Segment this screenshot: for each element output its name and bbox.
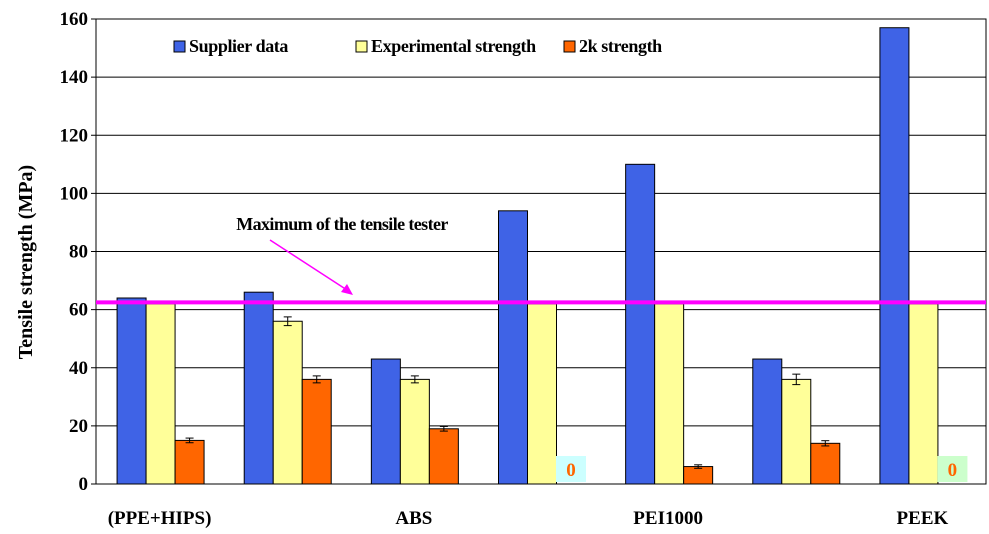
y-tick-label: 100 bbox=[60, 183, 89, 204]
y-tick-label: 0 bbox=[79, 474, 89, 495]
bar-experimental-strength bbox=[527, 303, 557, 485]
bar-supplier-data bbox=[243, 291, 274, 485]
reference-arrow-shaft bbox=[269, 239, 348, 291]
zero-annotation-label: 0 bbox=[566, 460, 576, 481]
bar-2k-strength bbox=[683, 466, 714, 485]
bar-supplier-data bbox=[370, 358, 401, 485]
bar-2k-strength bbox=[301, 378, 332, 485]
bar-2k-strength bbox=[810, 442, 841, 485]
legend-swatch bbox=[563, 40, 576, 53]
zero-annotation-box bbox=[556, 456, 586, 482]
bar-2k-strength bbox=[174, 439, 205, 485]
x-category-label: PEEK bbox=[897, 508, 949, 529]
y-tick-label: 20 bbox=[69, 416, 88, 437]
legend-entry-label: Supplier data bbox=[189, 36, 288, 56]
y-tick-label: 80 bbox=[69, 242, 88, 263]
y-tick-label: 160 bbox=[60, 9, 89, 30]
bar-experimental-strength bbox=[781, 378, 812, 485]
legend-swatch bbox=[355, 40, 368, 53]
bar-2k-strength bbox=[428, 428, 459, 485]
bar-experimental-strength bbox=[399, 378, 430, 485]
legend-entry-label: 2k strength bbox=[579, 36, 662, 56]
y-axis-title: Tensile strength (MPa) bbox=[15, 165, 37, 359]
zero-annotation-label: 0 bbox=[948, 460, 958, 481]
legend: Supplier data Experimental strength 2k str… bbox=[173, 36, 663, 56]
y-tick-label: 140 bbox=[60, 67, 89, 88]
bar-experimental-strength bbox=[272, 320, 303, 485]
reference-line-group: Maximum of the tensile tester bbox=[96, 214, 986, 305]
y-tick-label: 40 bbox=[69, 358, 88, 379]
bar-supplier-data bbox=[116, 297, 147, 485]
bar-supplier-data bbox=[498, 210, 528, 485]
x-category-label: PEI1000 bbox=[633, 508, 703, 529]
reference-arrow-head bbox=[341, 284, 353, 295]
reference-line-label: Maximum of the tensile tester bbox=[236, 214, 448, 234]
bar-experimental-strength bbox=[654, 303, 685, 485]
bar-supplier-data bbox=[625, 163, 656, 485]
legend-swatch bbox=[173, 40, 186, 53]
bar-experimental-strength bbox=[145, 303, 176, 485]
axes: 0 20 40 60 80 100 120 140 160 (PPE+HIPS) ABS PEI100… bbox=[60, 9, 949, 529]
x-category-label: ABS bbox=[395, 508, 432, 529]
bar-supplier-data bbox=[752, 358, 783, 485]
bar-experimental-strength bbox=[908, 303, 939, 485]
legend-entry-label: Experimental strength bbox=[371, 36, 536, 56]
bar-supplier-data bbox=[879, 27, 910, 485]
zero-annotation-box bbox=[937, 456, 968, 482]
x-category-label: (PPE+HIPS) bbox=[108, 508, 212, 529]
y-tick-label: 120 bbox=[60, 125, 89, 146]
y-tick-label: 60 bbox=[69, 300, 88, 321]
